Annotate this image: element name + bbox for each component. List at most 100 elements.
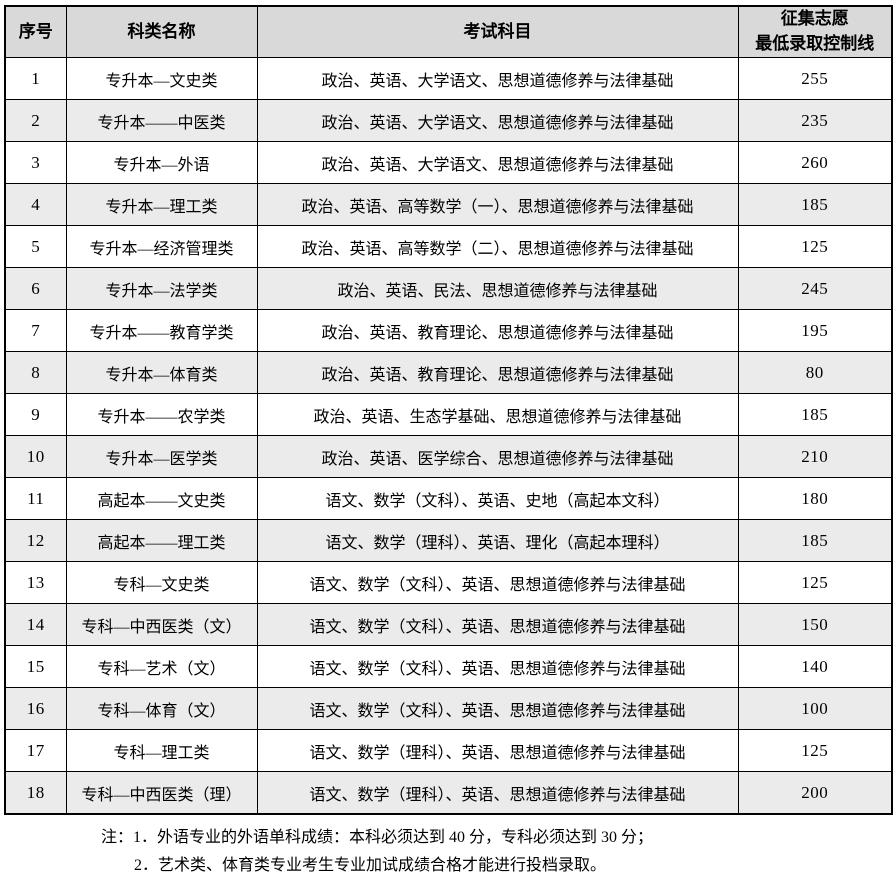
- row-number-cell: 15: [4, 645, 67, 688]
- table-row: 3 专升本—外语 政治、英语、大学语文、思想道德修养与法律基础 260: [4, 141, 893, 184]
- note-line-1: 注：1．外语专业的外语单科成绩：本科必须达到 40 分，专科必须达到 30 分；: [101, 829, 654, 846]
- category-name-cell: 专科—体育（文）: [65, 687, 258, 730]
- category-name-cell: 专升本——中医类: [65, 99, 258, 142]
- control-line-score-cell: 245: [737, 267, 893, 310]
- exam-subjects-cell: 语文、数学（文科）、英语、思想道德修养与法律基础: [256, 645, 739, 688]
- col-header-score-line2: 最低录取控制线: [755, 34, 875, 53]
- control-line-score-cell: 180: [737, 477, 893, 520]
- row-number-cell: 9: [4, 393, 67, 436]
- row-number-cell: 13: [4, 561, 67, 604]
- category-name-cell: 专升本—医学类: [65, 435, 258, 478]
- control-line-score-cell: 125: [737, 729, 893, 772]
- control-line-score-cell: 235: [737, 99, 893, 142]
- col-header-score-line1: 征集志愿: [780, 9, 849, 29]
- col-header-category: 科类名称: [65, 5, 258, 58]
- note-line-2: 2．艺术类、体育类专业考生专业加试成绩合格才能进行投档录取。: [134, 857, 607, 874]
- table-row: 11 高起本——文史类 语文、数学（文科）、英语、史地（高起本文科） 180: [4, 477, 893, 520]
- category-name-cell: 专升本—文史类: [65, 57, 258, 100]
- category-name-cell: 专升本—理工类: [65, 183, 258, 226]
- exam-subjects-cell: 语文、数学（理科）、英语、理化（高起本理科）: [256, 519, 739, 562]
- control-line-score-cell: 200: [737, 771, 893, 815]
- col-header-subjects: 考试科目: [256, 5, 739, 58]
- exam-subjects-cell: 政治、英语、高等数学（二）、思想道德修养与法律基础: [256, 225, 739, 268]
- row-number-cell: 16: [4, 687, 67, 730]
- table-row: 14 专科—中西医类（文） 语文、数学（文科）、英语、思想道德修养与法律基础 150: [4, 603, 893, 646]
- exam-subjects-cell: 政治、英语、医学综合、思想道德修养与法律基础: [256, 435, 739, 478]
- control-line-score-cell: 150: [737, 603, 893, 646]
- exam-subjects-cell: 政治、英语、教育理论、思想道德修养与法律基础: [256, 351, 739, 394]
- control-line-score-cell: 140: [737, 645, 893, 688]
- row-number-cell: 14: [4, 603, 67, 646]
- control-line-score-cell: 80: [737, 351, 893, 394]
- category-name-cell: 专科—中西医类（理）: [65, 771, 258, 815]
- category-name-cell: 专科—中西医类（文）: [65, 603, 258, 646]
- col-header-score: 征集志愿 最低录取控制线: [737, 5, 893, 58]
- table-row: 7 专升本——教育学类 政治、英语、教育理论、思想道德修养与法律基础 195: [4, 309, 893, 352]
- control-line-score-cell: 185: [737, 519, 893, 562]
- document-page: 序号 科类名称 考试科目 征集志愿 最低录取控制线 1 专升本—文史类 政治、英语、…: [0, 5, 895, 874]
- category-name-cell: 专升本——教育学类: [65, 309, 258, 352]
- table-row: 4 专升本—理工类 政治、英语、高等数学（一）、思想道德修养与法律基础 185: [4, 183, 893, 226]
- category-name-cell: 专升本——农学类: [65, 393, 258, 436]
- category-name-cell: 专升本—外语: [65, 141, 258, 184]
- table-row: 5 专升本—经济管理类 政治、英语、高等数学（二）、思想道德修养与法律基础 125: [4, 225, 893, 268]
- category-name-cell: 高起本——文史类: [65, 477, 258, 520]
- exam-subjects-cell: 语文、数学（文科）、英语、思想道德修养与法律基础: [256, 603, 739, 646]
- table-row: 6 专升本—法学类 政治、英语、民法、思想道德修养与法律基础 245: [4, 267, 893, 310]
- table-row: 17 专科—理工类 语文、数学（理科）、英语、思想道德修养与法律基础 125: [4, 729, 893, 772]
- control-line-score-cell: 185: [737, 183, 893, 226]
- control-line-score-cell: 195: [737, 309, 893, 352]
- category-name-cell: 专科—文史类: [65, 561, 258, 604]
- table-row: 13 专科—文史类 语文、数学（文科）、英语、思想道德修养与法律基础 125: [4, 561, 893, 604]
- table-row: 16 专科—体育（文） 语文、数学（文科）、英语、思想道德修养与法律基础 100: [4, 687, 893, 730]
- row-number-cell: 17: [4, 729, 67, 772]
- control-line-score-cell: 185: [737, 393, 893, 436]
- control-line-score-cell: 260: [737, 141, 893, 184]
- control-line-score-cell: 125: [737, 561, 893, 604]
- category-name-cell: 高起本——理工类: [65, 519, 258, 562]
- row-number-cell: 11: [4, 477, 67, 520]
- exam-subjects-cell: 语文、数学（文科）、英语、思想道德修养与法律基础: [256, 687, 739, 730]
- category-name-cell: 专升本—法学类: [65, 267, 258, 310]
- exam-subjects-cell: 政治、英语、教育理论、思想道德修养与法律基础: [256, 309, 739, 352]
- row-number-cell: 2: [4, 99, 67, 142]
- row-number-cell: 18: [4, 771, 67, 815]
- control-line-score-cell: 100: [737, 687, 893, 730]
- control-line-score-cell: 255: [737, 57, 893, 100]
- exam-subjects-cell: 政治、英语、民法、思想道德修养与法律基础: [256, 267, 739, 310]
- table-row: 1 专升本—文史类 政治、英语、大学语文、思想道德修养与法律基础 255: [4, 57, 893, 100]
- row-number-cell: 10: [4, 435, 67, 478]
- row-number-cell: 8: [4, 351, 67, 394]
- exam-subjects-cell: 政治、英语、大学语文、思想道德修养与法律基础: [256, 141, 739, 184]
- row-number-cell: 12: [4, 519, 67, 562]
- row-number-cell: 4: [4, 183, 67, 226]
- category-name-cell: 专科—理工类: [65, 729, 258, 772]
- exam-subjects-cell: 语文、数学（文科）、英语、史地（高起本文科）: [256, 477, 739, 520]
- footnotes: 注：1．外语专业的外语单科成绩：本科必须达到 40 分，专科必须达到 30 分；…: [101, 824, 895, 880]
- exam-subjects-cell: 政治、英语、高等数学（一）、思想道德修养与法律基础: [256, 183, 739, 226]
- admission-score-table: 序号 科类名称 考试科目 征集志愿 最低录取控制线 1 专升本—文史类 政治、英语、…: [4, 5, 893, 815]
- table-row: 8 专升本—体育类 政治、英语、教育理论、思想道德修养与法律基础 80: [4, 351, 893, 394]
- col-header-no: 序号: [4, 5, 67, 58]
- table-row: 2 专升本——中医类 政治、英语、大学语文、思想道德修养与法律基础 235: [4, 99, 893, 142]
- row-number-cell: 6: [4, 267, 67, 310]
- table-row: 10 专升本—医学类 政治、英语、医学综合、思想道德修养与法律基础 210: [4, 435, 893, 478]
- table-row: 15 专科—艺术（文） 语文、数学（文科）、英语、思想道德修养与法律基础 140: [4, 645, 893, 688]
- control-line-score-cell: 210: [737, 435, 893, 478]
- category-name-cell: 专升本—经济管理类: [65, 225, 258, 268]
- exam-subjects-cell: 政治、英语、大学语文、思想道德修养与法律基础: [256, 99, 739, 142]
- exam-subjects-cell: 政治、英语、大学语文、思想道德修养与法律基础: [256, 57, 739, 100]
- exam-subjects-cell: 语文、数学（理科）、英语、思想道德修养与法律基础: [256, 771, 739, 815]
- exam-subjects-cell: 语文、数学（理科）、英语、思想道德修养与法律基础: [256, 729, 739, 772]
- header-row: 序号 科类名称 考试科目 征集志愿 最低录取控制线: [4, 5, 893, 58]
- table-row: 12 高起本——理工类 语文、数学（理科）、英语、理化（高起本理科） 185: [4, 519, 893, 562]
- table-row: 18 专科—中西医类（理） 语文、数学（理科）、英语、思想道德修养与法律基础 200: [4, 771, 893, 815]
- table-row: 9 专升本——农学类 政治、英语、生态学基础、思想道德修养与法律基础 185: [4, 393, 893, 436]
- category-name-cell: 专科—艺术（文）: [65, 645, 258, 688]
- exam-subjects-cell: 语文、数学（文科）、英语、思想道德修养与法律基础: [256, 561, 739, 604]
- row-number-cell: 3: [4, 141, 67, 184]
- control-line-score-cell: 125: [737, 225, 893, 268]
- exam-subjects-cell: 政治、英语、生态学基础、思想道德修养与法律基础: [256, 393, 739, 436]
- row-number-cell: 1: [4, 57, 67, 100]
- row-number-cell: 5: [4, 225, 67, 268]
